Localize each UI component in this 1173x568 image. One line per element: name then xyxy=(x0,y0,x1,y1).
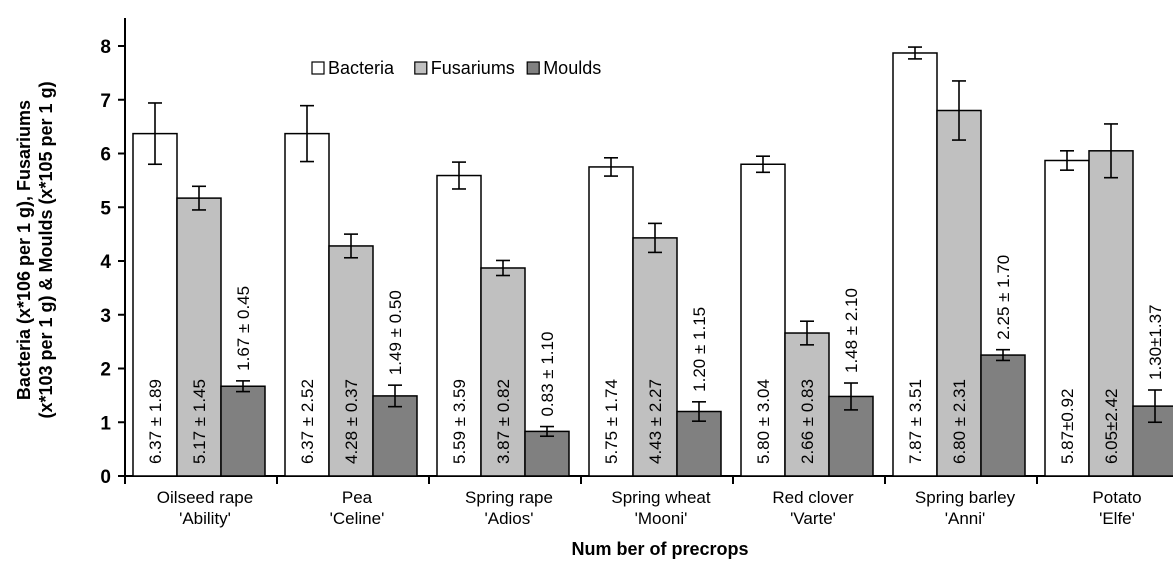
bar-fusariums xyxy=(328,245,374,477)
x-tick-label: Red clover 'Varte' xyxy=(772,488,854,528)
data-label: 7.87 ± 3.51 xyxy=(906,379,925,464)
x-tick-label: Potato 'Elfe' xyxy=(1092,488,1141,528)
bar-bacteria xyxy=(588,166,634,477)
y-axis-title-line: Bacteria (x*106 per 1 g), Fusariums xyxy=(14,100,34,400)
legend-swatch-fusariums xyxy=(414,61,428,75)
data-label: 6.05±2.42 xyxy=(1102,388,1121,464)
bar-fusariums xyxy=(784,332,830,477)
data-label: 1.48 ± 2.10 xyxy=(842,288,861,373)
bar-moulds xyxy=(220,385,266,477)
legend: Bacteria Fusariums Moulds xyxy=(311,58,601,78)
data-label: 5.87±0.92 xyxy=(1058,388,1077,464)
y-tick-label: 4 xyxy=(100,252,111,273)
plot-area: 0 1 2 3 4 5 6 7 8 Oilseed rape 'Ability' Pea 'Celine… xyxy=(100,18,1173,528)
data-label: 5.80 ± 3.04 xyxy=(754,379,773,464)
data-label: 6.37 ± 2.52 xyxy=(298,379,317,464)
bar-moulds xyxy=(372,395,418,477)
x-tick-label: Spring wheat 'Mooni' xyxy=(611,488,711,528)
bar-fusariums xyxy=(480,267,526,477)
data-label: 1.30±1.37 xyxy=(1146,304,1165,380)
bar-fusariums xyxy=(176,197,222,477)
data-label: 3.87 ± 0.82 xyxy=(494,379,513,464)
y-tick-label: 5 xyxy=(100,198,111,219)
bar-moulds xyxy=(524,430,570,477)
bar-fusariums xyxy=(936,109,982,477)
y-axis-title: Bacteria (x*106 per 1 g), Fusariums (x*10… xyxy=(14,81,56,418)
x-tick-label: Spring barley 'Anni' xyxy=(915,488,1016,528)
y-tick-label: 0 xyxy=(100,467,111,488)
legend-swatch-bacteria xyxy=(311,61,325,75)
y-tick-label: 3 xyxy=(100,306,111,327)
y-tick-label: 7 xyxy=(100,91,111,112)
data-label: 4.28 ± 0.37 xyxy=(342,379,361,464)
data-label: 4.43 ± 2.27 xyxy=(646,379,665,464)
y-tick-label: 8 xyxy=(100,37,111,58)
x-axis-title: Num ber of precrops xyxy=(571,539,748,559)
y-axis-title-line: (x*103 per 1 g) & Moulds (x*105 per 1 g) xyxy=(36,81,56,418)
data-label: 6.80 ± 2.31 xyxy=(950,379,969,464)
bar-bacteria xyxy=(1044,159,1090,477)
y-tick-label: 2 xyxy=(100,360,111,381)
bar-fusariums xyxy=(1088,150,1134,477)
legend-label: Fusariums xyxy=(431,58,515,78)
y-tick-label: 1 xyxy=(100,413,111,434)
data-label: 5.75 ± 1.74 xyxy=(602,379,621,464)
bar-moulds xyxy=(1132,405,1173,477)
data-label: 2.66 ± 0.83 xyxy=(798,379,817,464)
data-label: 1.20 ± 1.15 xyxy=(690,307,709,392)
data-label: 1.67 ± 0.45 xyxy=(234,286,253,371)
data-label: 5.59 ± 3.59 xyxy=(450,379,469,464)
legend-label: Moulds xyxy=(543,58,601,78)
y-tick-label: 6 xyxy=(100,145,111,166)
x-tick-label: Spring rape 'Adios' xyxy=(465,488,553,528)
data-label: 6.37 ± 1.89 xyxy=(146,379,165,464)
x-tick-label: Oilseed rape 'Ability' xyxy=(157,488,253,528)
data-label: 2.25 ± 1.70 xyxy=(994,255,1013,340)
bar-moulds xyxy=(676,410,722,477)
data-label: 1.49 ± 0.50 xyxy=(386,290,405,375)
x-tick-label: Pea 'Celine' xyxy=(330,488,385,528)
legend-swatch-moulds xyxy=(526,61,540,75)
bar-moulds xyxy=(980,354,1026,477)
bar-fusariums xyxy=(632,237,678,477)
legend-label: Bacteria xyxy=(328,58,395,78)
data-label: 0.83 ± 1.10 xyxy=(538,332,557,417)
bar-bacteria xyxy=(740,163,786,477)
bar-bacteria xyxy=(892,52,938,477)
data-label: 5.17 ± 1.45 xyxy=(190,379,209,464)
